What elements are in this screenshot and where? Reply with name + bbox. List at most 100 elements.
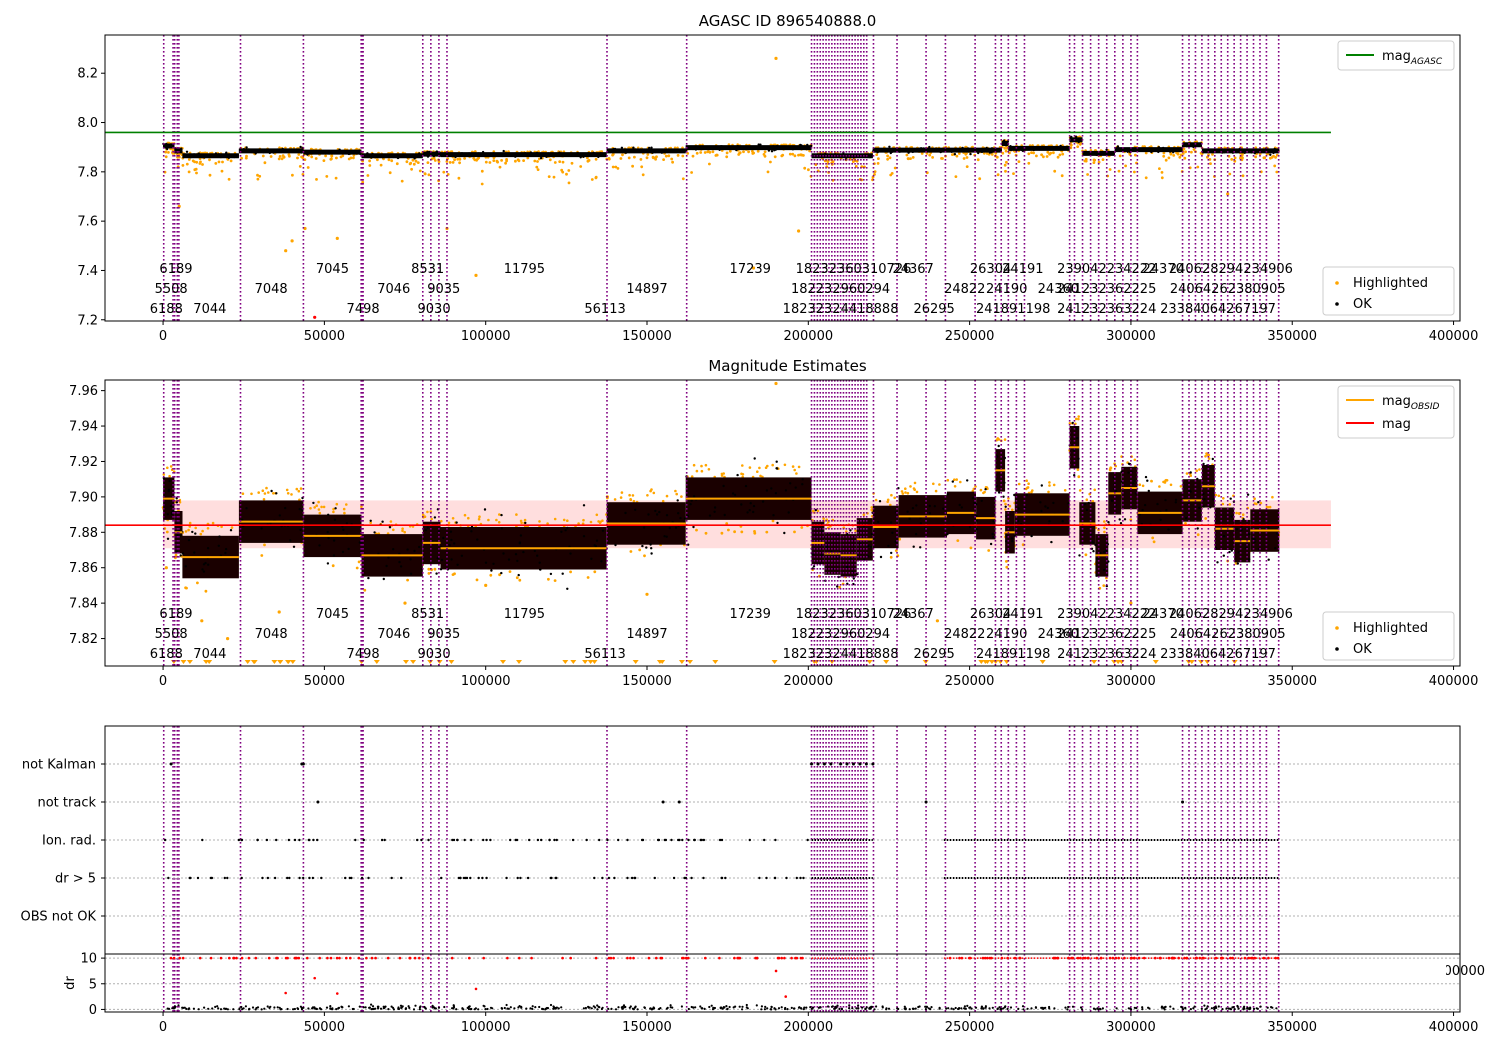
p2-ok-point: [536, 554, 539, 557]
p2-ok-point: [448, 543, 451, 547]
p1-obsid-label: 14897: [626, 282, 667, 297]
p4-dr-clipped-point: [398, 956, 402, 960]
p2-highlighted-point: [187, 528, 190, 532]
p2-ok-point: [980, 499, 983, 502]
p1-ok-point: [770, 150, 774, 153]
p4-dr-clipped-point: [370, 956, 374, 960]
p4-dr-point: [531, 1005, 534, 1008]
p4-dr-clipped-point: [247, 956, 251, 960]
p2-ok-point: [692, 495, 696, 498]
p2-obsid-label: 5508: [155, 627, 188, 642]
p4-dr-point: [244, 1005, 247, 1008]
p4-dr-point: [881, 1006, 884, 1009]
p2-highlighted-point: [477, 517, 481, 521]
p1-highlighted-point: [1160, 176, 1164, 180]
p1-highlighted-point: [611, 153, 614, 157]
p2-ok-point: [1004, 505, 1007, 508]
p1-highlighted-point: [587, 159, 591, 162]
p2-clipped-marker: [687, 660, 693, 664]
p4-dr-point: [251, 1006, 255, 1009]
p1-highlighted-point: [793, 154, 797, 158]
p2-ok-point: [731, 492, 735, 495]
p2-ok-point: [1114, 489, 1118, 493]
p1-highlighted-point: [426, 161, 430, 165]
p1-highlighted-point: [616, 167, 620, 170]
p1-highlighted-point: [1160, 171, 1164, 174]
p2-ok-point: [1095, 574, 1098, 577]
p4-dr-point: [211, 1007, 214, 1010]
p4-x-tick-label: 350000: [1267, 1020, 1317, 1035]
p2-ok-point: [175, 550, 179, 553]
p2-y-tick-label: 7.90: [69, 490, 98, 505]
p2-ok-point: [1247, 533, 1251, 536]
p1-highlighted-point: [187, 170, 191, 174]
p1-highlighted-point: [941, 157, 944, 160]
p4-dr-clipped-point: [318, 956, 322, 960]
p4-dr-point: [1243, 1005, 1246, 1008]
p4-x-tick-label: 0: [159, 1020, 167, 1035]
p4-dr-clipped-point: [795, 956, 799, 960]
p1-highlighted-point: [756, 149, 760, 153]
p1-highlighted-point: [925, 152, 929, 155]
p1-highlighted-point: [763, 150, 767, 154]
p2-ok-point: [455, 521, 458, 524]
p4-dr-point: [286, 1007, 289, 1011]
p2-clipped-marker: [866, 660, 873, 664]
p4-dr-point: [1048, 1005, 1051, 1009]
p1-frame: [104, 34, 1461, 322]
p1-obsid-label: 182232960294: [791, 282, 890, 297]
p2-ok-point: [1202, 505, 1206, 508]
p4-dr-point: [786, 1008, 789, 1011]
p2-ok-point: [1127, 471, 1130, 474]
p2-obsid-label: 56113: [584, 647, 625, 662]
p1-highlighted-point: [911, 156, 915, 159]
p2-ok-point: [245, 507, 248, 510]
p2-highlighted-point: [566, 519, 569, 522]
p1-highlighted-point: [195, 160, 199, 164]
p2-highlighted-point: [764, 466, 768, 470]
p2-ok-point: [776, 521, 779, 525]
p2-highlighted-point: [934, 489, 938, 493]
p1-highlighted-point: [488, 161, 492, 164]
p2-y-tick-label: 7.86: [69, 561, 98, 576]
p4-dr-point: [584, 1006, 588, 1010]
p4-dr-point: [307, 1007, 310, 1010]
p1-highlighted-point: [725, 151, 729, 155]
p2-ok-point: [1216, 561, 1219, 564]
p4-dr-point: [552, 1005, 555, 1008]
p2-ok-point: [1127, 462, 1131, 465]
p4-y-tick-label: 10: [80, 952, 97, 967]
p4-dr-point: [760, 1008, 763, 1011]
p2-highlighted-point: [1102, 584, 1106, 587]
p1-ok-point: [185, 150, 189, 153]
p1-obsid-label: 11795: [504, 262, 545, 277]
p2-obsid-label: 9030: [418, 647, 451, 662]
p4-dr-clipped-point: [329, 956, 333, 960]
p2-highlighted-point: [704, 463, 708, 467]
p4-dr-point: [1053, 1007, 1056, 1010]
p3-flag-point: [571, 838, 575, 842]
p2-ok-point: [179, 554, 182, 557]
p2-ok-point: [1222, 535, 1226, 538]
p2-ok-point: [500, 571, 503, 575]
p3-flag-point: [864, 762, 868, 766]
p2-ok-point: [1030, 534, 1033, 538]
p2-ok-point: [614, 543, 617, 547]
p3-flag-point: [598, 838, 601, 842]
p4-dr-point: [848, 1007, 851, 1010]
p2-obsid-label: 24822: [944, 627, 985, 642]
p1-highlighted-point: [690, 171, 693, 174]
p4-dr-clipped-point: [632, 956, 635, 960]
p1-highlighted-point: [1084, 157, 1088, 161]
p1-ok-point: [1269, 153, 1272, 156]
p2-ok-point: [973, 501, 976, 505]
p2-highlighted-point: [1205, 452, 1208, 455]
p2-ok-point: [1110, 499, 1114, 502]
p4-dr-point: [219, 1008, 223, 1011]
p1-obsid-label: 56113: [584, 302, 625, 317]
p4-dr-point: [925, 1005, 929, 1009]
p1-highlighted-point: [567, 181, 571, 185]
p4-x-tick-label: 100000: [461, 1020, 511, 1035]
p2-clipped-marker: [1188, 660, 1195, 664]
p1-outlier-point: [313, 315, 317, 319]
